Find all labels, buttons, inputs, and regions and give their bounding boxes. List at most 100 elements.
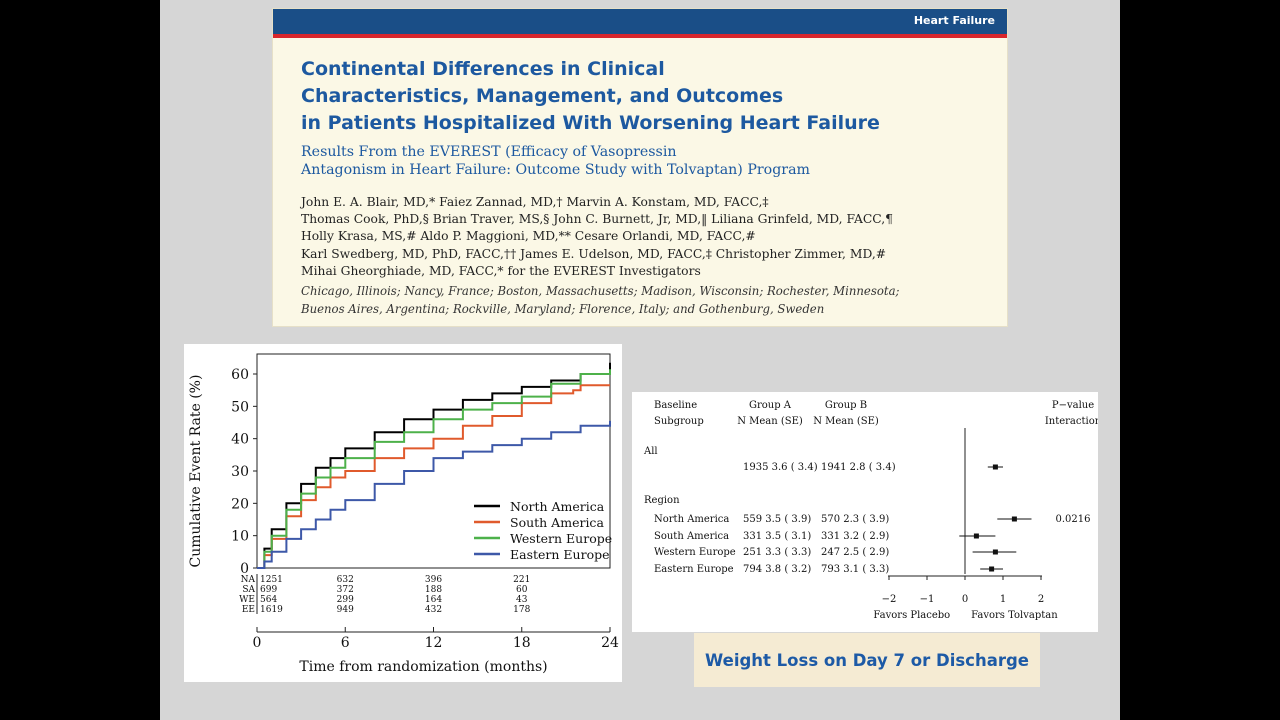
header-subgroup: Baseline bbox=[654, 400, 697, 411]
plot-frame bbox=[256, 353, 611, 569]
row-group-b: 570 2.3 ( 3.9) bbox=[821, 514, 889, 525]
at-risk-count: 178 bbox=[513, 605, 530, 615]
favors-tolvaptan-label: Favors Tolvaptan bbox=[971, 610, 1058, 621]
row-group-a: 251 3.3 ( 3.3) bbox=[743, 547, 811, 558]
at-risk-count: 1251 bbox=[260, 575, 283, 585]
at-risk-count: 699 bbox=[260, 585, 277, 595]
y-tick-label: 0 bbox=[240, 561, 249, 577]
header-group-a: Group A bbox=[749, 400, 792, 411]
forest-x-tick-label: 2 bbox=[1038, 594, 1044, 605]
author-line: Holly Krasa, MS,# Aldo P. Maggioni, MD,*… bbox=[301, 229, 756, 244]
row-label: Western Europe bbox=[654, 547, 736, 558]
km-chart-panel: 0 10 20 30 40 50 60 Cumulative Event Rate (%) No… bbox=[184, 344, 622, 682]
at-risk-count: 564 bbox=[260, 595, 277, 605]
row-pvalue: 0.0216 bbox=[1056, 514, 1091, 525]
forest-plot: Baseline Subgroup Group A N Mean (SE) Group … bbox=[643, 400, 1102, 621]
y-tick-label: 10 bbox=[231, 529, 249, 545]
row-label: South America bbox=[654, 531, 729, 542]
at-risk-count: 372 bbox=[337, 585, 354, 595]
author-line: Mihai Gheorghiade, MD, FACC,* for the EV… bbox=[301, 263, 701, 278]
section-label: Heart Failure bbox=[913, 14, 995, 27]
affiliation-locations: Chicago, Illinois; Nancy, France; Boston… bbox=[301, 283, 1001, 318]
article-subtitle: Results From the EVEREST (Efficacy of Va… bbox=[301, 143, 991, 179]
row-group-a: 559 3.5 ( 3.9) bbox=[743, 514, 811, 525]
x-tick-label: 12 bbox=[425, 635, 443, 651]
legend-label: North America bbox=[510, 499, 605, 514]
row-group-b: 331 3.2 ( 2.9) bbox=[821, 531, 889, 542]
at-risk-group-label: SA bbox=[242, 585, 255, 595]
row-label: Eastern Europe bbox=[654, 564, 734, 575]
y-tick-label: 30 bbox=[231, 464, 249, 480]
title-line: Continental Differences in Clinical bbox=[301, 58, 665, 80]
x-tick-label: 0 bbox=[253, 635, 262, 651]
favors-placebo-label: Favors Placebo bbox=[873, 610, 950, 621]
series-line-western-europe bbox=[257, 369, 611, 569]
at-risk-count: 188 bbox=[425, 585, 442, 595]
forest-x-tick-label: 0 bbox=[962, 594, 968, 605]
at-risk-group-label: EE bbox=[242, 605, 255, 615]
header-group-b: N Mean (SE) bbox=[813, 416, 879, 427]
series-line-eastern-europe bbox=[257, 420, 611, 569]
location-line: Buenos Aires, Argentina; Rockville, Mary… bbox=[301, 301, 825, 316]
point-estimate bbox=[992, 464, 998, 470]
title-line: in Patients Hospitalized With Worsening … bbox=[301, 112, 880, 134]
row-group-b: 247 2.5 ( 2.9) bbox=[821, 547, 889, 558]
journal-band: Heart Failure bbox=[273, 9, 1007, 38]
legend-label: Eastern Europe bbox=[510, 547, 610, 562]
section-label-region: Region bbox=[644, 495, 680, 506]
author-line: John E. A. Blair, MD,* Faiez Zannad, MD,… bbox=[301, 195, 769, 209]
at-risk-count: 949 bbox=[337, 605, 354, 615]
header-pvalue: P−value bbox=[1052, 400, 1094, 411]
author-line: Thomas Cook, PhD,§ Brian Traver, MS,§ Jo… bbox=[301, 212, 893, 227]
article-title: Continental Differences in Clinical Char… bbox=[301, 56, 981, 137]
at-risk-count: 432 bbox=[425, 605, 442, 615]
point-estimate bbox=[992, 549, 998, 555]
x-tick-label: 24 bbox=[601, 635, 619, 651]
at-risk-count: 164 bbox=[425, 595, 442, 605]
point-estimate bbox=[1011, 516, 1017, 522]
at-risk-group-label: NA bbox=[241, 575, 256, 585]
y-tick-label: 60 bbox=[231, 367, 249, 383]
header-subgroup: Subgroup bbox=[654, 416, 704, 427]
section-label-all: All bbox=[643, 446, 658, 457]
at-risk-count: 396 bbox=[425, 575, 442, 585]
x-tick-label: 6 bbox=[341, 635, 350, 651]
at-risk-count: 299 bbox=[337, 595, 354, 605]
legend-label: South America bbox=[510, 515, 604, 530]
at-risk-count: 221 bbox=[513, 575, 530, 585]
article-header: Heart Failure Continental Differences in… bbox=[273, 9, 1007, 326]
row-group-a: 1935 3.6 ( 3.4) bbox=[743, 462, 818, 473]
forest-x-tick-label: 1 bbox=[1000, 594, 1006, 605]
at-risk-count: 632 bbox=[337, 575, 354, 585]
title-line: Characteristics, Management, and Outcome… bbox=[301, 85, 784, 107]
row-group-b: 793 3.1 ( 3.3) bbox=[821, 564, 889, 575]
row-group-b: 1941 2.8 ( 3.4) bbox=[821, 462, 896, 473]
forest-plot-panel: Baseline Subgroup Group A N Mean (SE) Group … bbox=[632, 392, 1102, 632]
row-group-a: 794 3.8 ( 3.2) bbox=[743, 564, 811, 575]
forest-x-tick-label: −2 bbox=[882, 594, 897, 605]
header-pvalue: Interaction bbox=[1045, 416, 1098, 427]
at-risk-count: 60 bbox=[516, 585, 528, 595]
legend-label: Western Europe bbox=[510, 531, 612, 546]
point-estimate bbox=[973, 533, 979, 539]
subtitle-line: Antagonism in Heart Failure: Outcome Stu… bbox=[301, 162, 811, 178]
slide-caption: Weight Loss on Day 7 or Discharge bbox=[694, 633, 1040, 687]
y-tick-label: 50 bbox=[231, 399, 249, 415]
at-risk-count: 1619 bbox=[260, 605, 283, 615]
y-axis-label: Cumulative Event Rate (%) bbox=[188, 375, 204, 568]
header-group-b: Group B bbox=[825, 400, 867, 411]
author-line: Karl Swedberg, MD, PhD, FACC,†† James E.… bbox=[301, 246, 887, 261]
point-estimate bbox=[989, 566, 995, 572]
forest-x-tick-label: −1 bbox=[920, 594, 935, 605]
row-label: North America bbox=[654, 514, 729, 525]
location-line: Chicago, Illinois; Nancy, France; Boston… bbox=[301, 284, 900, 298]
at-risk-group-label: WE bbox=[239, 595, 255, 605]
author-list: John E. A. Blair, MD,* Faiez Zannad, MD,… bbox=[301, 194, 1001, 280]
subtitle-line: Results From the EVEREST (Efficacy of Va… bbox=[301, 144, 677, 160]
x-tick-label: 18 bbox=[513, 635, 531, 651]
y-tick-label: 20 bbox=[231, 496, 249, 512]
header-group-a: N Mean (SE) bbox=[737, 416, 803, 427]
x-axis-label: Time from randomization (months) bbox=[299, 659, 547, 675]
at-risk-count: 43 bbox=[516, 595, 528, 605]
